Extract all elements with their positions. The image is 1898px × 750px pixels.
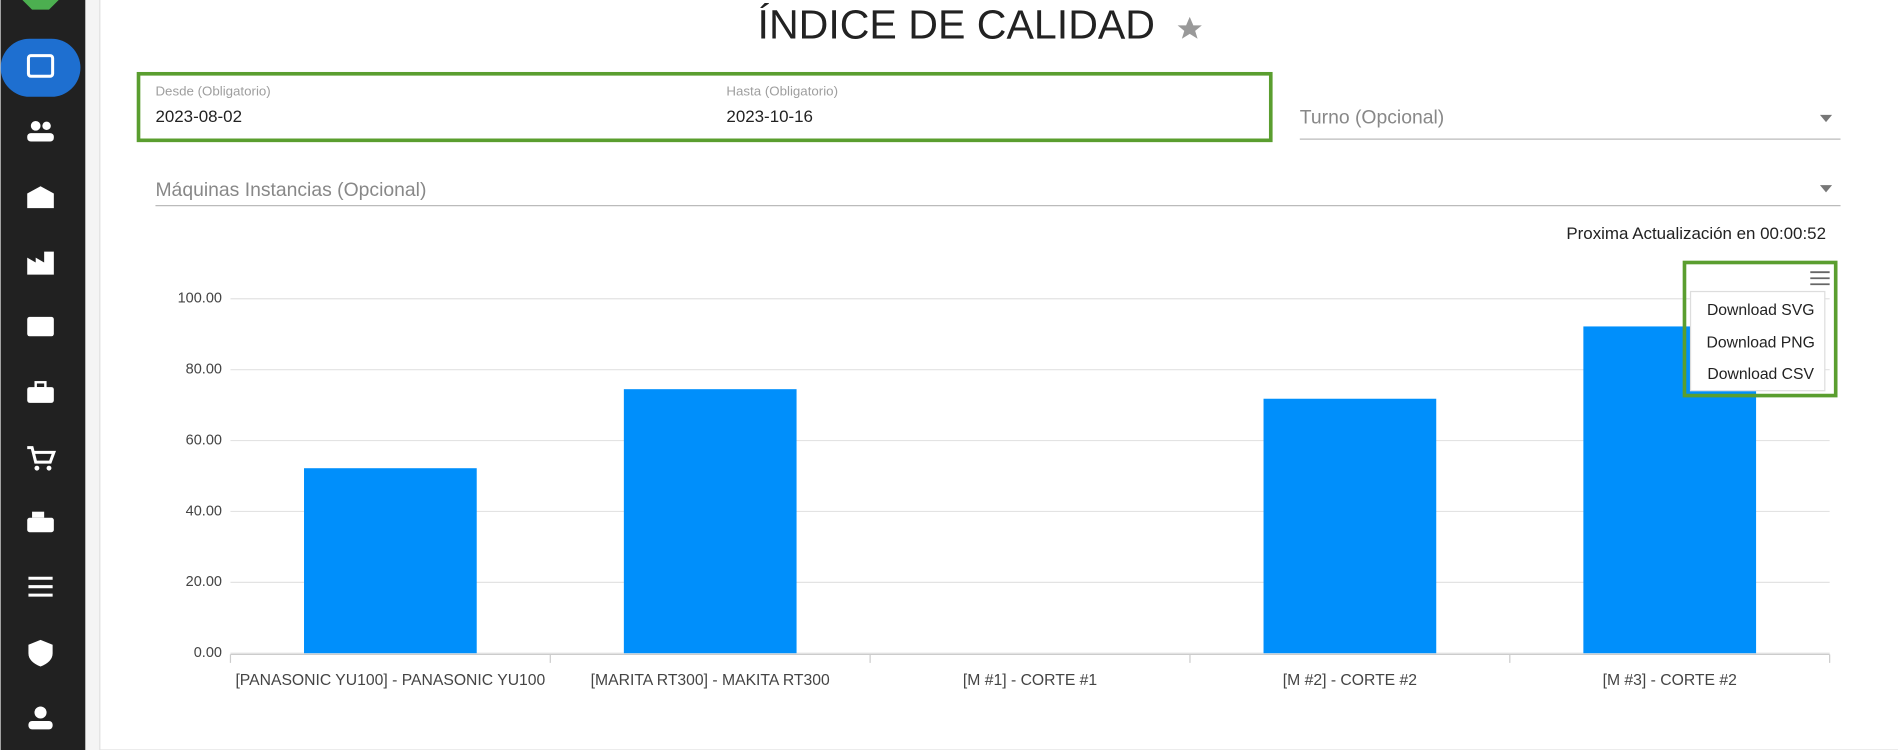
sidebar	[0, 0, 86, 750]
nav-people[interactable]	[30, 120, 41, 131]
select-turno[interactable]: Turno (Opcional)	[1300, 107, 1444, 129]
page-title: ÍNDICE DE CALIDAD	[758, 2, 1155, 48]
bar	[623, 389, 797, 654]
nav-register[interactable]	[27, 517, 54, 533]
y-tick-label: 60.00	[186, 432, 222, 448]
countdown: Proxima Actualización en 00:00:52	[1566, 224, 1826, 243]
nav-cert[interactable]	[27, 316, 54, 337]
date-input[interactable]: 2023-08-02	[155, 107, 242, 126]
menu-icon[interactable]	[1810, 271, 1830, 286]
menu-item[interactable]: Download SVG	[1707, 302, 1814, 319]
nav-tools[interactable]	[27, 387, 54, 403]
nav-factory[interactable]	[27, 251, 54, 275]
highlight-box	[136, 71, 1273, 143]
export-menu	[1689, 290, 1826, 392]
favorite-star[interactable]	[1177, 16, 1202, 39]
y-tick-label: 100.00	[178, 291, 222, 307]
nav-settings[interactable]	[28, 576, 53, 597]
nav-security[interactable]	[28, 639, 53, 667]
bar	[1263, 398, 1437, 654]
nav-cart[interactable]	[27, 446, 57, 464]
x-tick-label: [M #2] - CORTE #2	[1283, 672, 1417, 689]
nav-icons	[26, 54, 57, 730]
menu-item[interactable]: Download CSV	[1707, 366, 1814, 383]
nav-user[interactable]	[34, 706, 47, 719]
nav-warehouse[interactable]	[27, 186, 54, 209]
dropdown-arrow[interactable]	[1819, 185, 1833, 193]
field-label: Hasta (Obligatorio)	[726, 83, 838, 98]
x-tick-label: [M #3] - CORTE #2	[1603, 672, 1737, 689]
y-tick-label: 0.00	[194, 645, 222, 661]
nav-active[interactable]	[0, 38, 81, 97]
y-tick-label: 40.00	[186, 503, 222, 519]
x-tick-label: [M #1] - CORTE #1	[963, 672, 1097, 689]
field-label: Desde (Obligatorio)	[155, 83, 270, 98]
x-tick-label: [PANASONIC YU100] - PANASONIC YU100	[235, 672, 545, 689]
x-tick-label: [MARITA RT300] - MAKITA RT300	[591, 672, 830, 689]
chart: 0.00 20.00 40.00 60.00 80.00 100.00 [PANASONIC…	[178, 291, 1831, 689]
y-tick-label: 80.00	[186, 362, 222, 378]
select-maquinas[interactable]: Máquinas Instancias (Opcional)	[155, 179, 426, 201]
dropdown-arrow[interactable]	[1819, 114, 1833, 123]
logo[interactable]	[22, 0, 59, 10]
bar	[304, 468, 477, 654]
date-input[interactable]: 2023-10-16	[726, 107, 813, 126]
menu-item[interactable]: Download PNG	[1707, 335, 1815, 352]
nav-news[interactable]	[26, 54, 55, 78]
highlight-box	[1682, 260, 1838, 398]
y-tick-label: 20.00	[186, 574, 222, 590]
